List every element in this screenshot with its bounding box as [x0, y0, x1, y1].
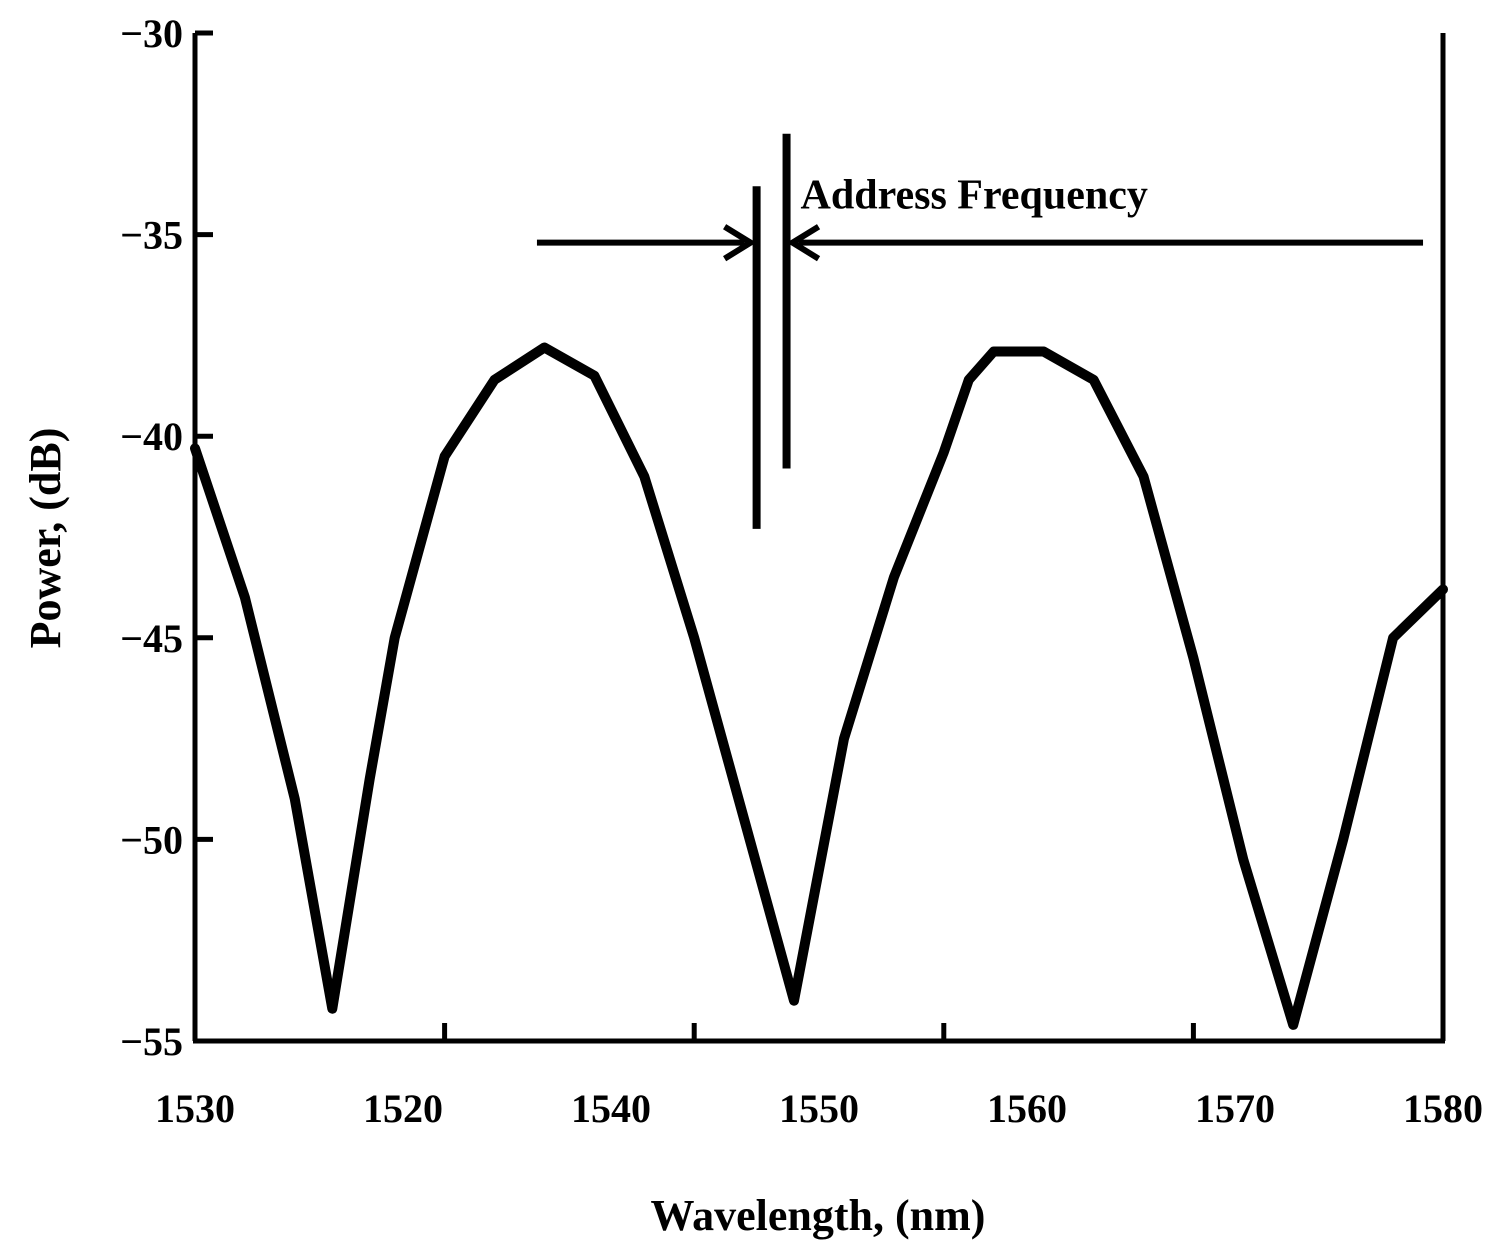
x-tick-label: 1550: [779, 1086, 859, 1131]
series-line: [190, 342, 1448, 1030]
x-tick-label: 1540: [571, 1086, 651, 1131]
y-tick-label: −35: [120, 213, 183, 258]
y-tick-label: −40: [120, 414, 183, 459]
y-tick-label: −55: [120, 1019, 183, 1064]
right-arrow-head: [786, 224, 821, 262]
annotations: Address Frequency: [536, 133, 1424, 529]
y-tick-label: −50: [120, 817, 183, 862]
x-axis-title: Wavelength, (nm): [651, 1191, 986, 1240]
y-tick-label: −45: [120, 616, 183, 661]
x-tick-label: 1520: [363, 1086, 443, 1131]
series: [190, 342, 1448, 1030]
left-arrow-head: [723, 224, 757, 262]
x-tick-label: 1560: [987, 1086, 1067, 1131]
x-tick-label: 1570: [1195, 1086, 1275, 1131]
address-frequency-label: Address Frequency: [801, 173, 1148, 219]
x-tick-label: 1580: [1403, 1086, 1483, 1131]
x-tick-label: 1530: [155, 1086, 235, 1131]
tick-labels: −30 −35 −40 −45 −50 −55 1530 1520 1540 1550 1560 15…: [120, 11, 1483, 1131]
ticks: [192, 30, 1446, 1044]
y-axis-title: Power, (dB): [21, 428, 70, 649]
axes: [192, 33, 1446, 1044]
y-tick-label: −30: [120, 11, 183, 56]
